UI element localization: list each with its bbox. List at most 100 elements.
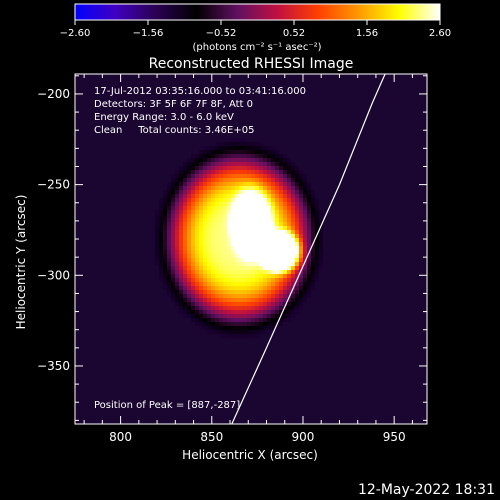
heatmap-cell bbox=[179, 242, 183, 246]
heatmap-cell bbox=[223, 334, 227, 338]
heatmap-cell bbox=[279, 262, 283, 266]
heatmap-cell bbox=[203, 190, 207, 194]
heatmap-cell bbox=[167, 206, 171, 210]
heatmap-cell bbox=[291, 250, 295, 254]
heatmap-cell bbox=[199, 194, 203, 198]
heatmap-cell bbox=[251, 218, 255, 222]
heatmap-cell bbox=[279, 298, 283, 302]
heatmap-cell bbox=[231, 146, 235, 150]
heatmap-cell bbox=[231, 230, 235, 234]
heatmap-cell bbox=[175, 222, 179, 226]
heatmap-cell bbox=[291, 238, 295, 242]
heatmap-cell bbox=[239, 266, 243, 270]
heatmap-cell bbox=[275, 190, 279, 194]
heatmap-cell bbox=[187, 294, 191, 298]
heatmap-cell bbox=[275, 222, 279, 226]
heatmap-cell bbox=[267, 226, 271, 230]
heatmap-cell bbox=[199, 162, 203, 166]
heatmap-cell bbox=[163, 194, 167, 198]
heatmap-cell bbox=[287, 194, 291, 198]
heatmap-cell bbox=[183, 286, 187, 290]
colorbar-tick-label: 2.60 bbox=[429, 28, 451, 39]
heatmap-cell bbox=[295, 170, 299, 174]
heatmap-cell bbox=[295, 238, 299, 242]
heatmap-cell bbox=[191, 290, 195, 294]
heatmap-cell bbox=[251, 154, 255, 158]
heatmap-cell bbox=[243, 154, 247, 158]
heatmap-cell bbox=[279, 218, 283, 222]
heatmap-cell bbox=[215, 282, 219, 286]
heatmap-cell bbox=[263, 322, 267, 326]
heatmap-cell bbox=[235, 234, 239, 238]
heatmap-cell bbox=[227, 226, 231, 230]
heatmap-cell bbox=[175, 290, 179, 294]
heatmap-cell bbox=[259, 234, 263, 238]
heatmap-cell bbox=[271, 266, 275, 270]
heatmap-cell bbox=[267, 146, 271, 150]
heatmap-cell bbox=[191, 310, 195, 314]
heatmap-cell bbox=[271, 294, 275, 298]
heatmap-cell bbox=[307, 186, 311, 190]
heatmap-cell bbox=[203, 198, 207, 202]
heatmap-cell bbox=[203, 182, 207, 186]
heatmap-cell bbox=[283, 290, 287, 294]
heatmap-cell bbox=[223, 154, 227, 158]
heatmap-cell bbox=[159, 218, 163, 222]
heatmap-cell bbox=[311, 238, 315, 242]
heatmap-cell bbox=[259, 250, 263, 254]
heatmap-cell bbox=[243, 282, 247, 286]
heatmap-cell bbox=[231, 278, 235, 282]
heatmap-cell bbox=[195, 322, 199, 326]
heatmap-cell bbox=[195, 258, 199, 262]
heatmap-cell bbox=[295, 210, 299, 214]
heatmap-cell bbox=[167, 266, 171, 270]
heatmap-cell bbox=[311, 206, 315, 210]
heatmap-cell bbox=[227, 334, 231, 338]
heatmap-cell bbox=[207, 330, 211, 334]
heatmap-cell bbox=[191, 318, 195, 322]
heatmap-cell bbox=[195, 174, 199, 178]
heatmap-cell bbox=[235, 210, 239, 214]
heatmap-cell bbox=[171, 178, 175, 182]
heatmap-cell bbox=[195, 162, 199, 166]
heatmap-cell bbox=[227, 142, 231, 146]
heatmap-cell bbox=[239, 174, 243, 178]
heatmap-cell bbox=[219, 206, 223, 210]
heatmap-cell bbox=[179, 206, 183, 210]
heatmap-cell bbox=[243, 146, 247, 150]
heatmap-cell bbox=[279, 158, 283, 162]
heatmap-cell bbox=[179, 294, 183, 298]
heatmap-cell bbox=[267, 186, 271, 190]
heatmap-cell bbox=[299, 294, 303, 298]
heatmap-cell bbox=[275, 154, 279, 158]
heatmap-cell bbox=[179, 310, 183, 314]
heatmap-cell bbox=[243, 186, 247, 190]
heatmap-cell bbox=[167, 198, 171, 202]
heatmap-cell bbox=[299, 194, 303, 198]
heatmap-cell bbox=[235, 286, 239, 290]
heatmap-cell bbox=[279, 230, 283, 234]
heatmap-cell bbox=[271, 222, 275, 226]
heatmap-cell bbox=[207, 294, 211, 298]
heatmap-cell bbox=[279, 266, 283, 270]
heatmap-cell bbox=[207, 226, 211, 230]
heatmap-cell bbox=[195, 198, 199, 202]
heatmap-cell bbox=[223, 326, 227, 330]
heatmap-cell bbox=[263, 286, 267, 290]
heatmap-cell bbox=[251, 174, 255, 178]
heatmap-cell bbox=[155, 238, 159, 242]
heatmap-cell bbox=[219, 190, 223, 194]
heatmap-cell bbox=[291, 170, 295, 174]
heatmap-cell bbox=[215, 246, 219, 250]
heatmap-cell bbox=[199, 286, 203, 290]
heatmap-cell bbox=[159, 250, 163, 254]
heatmap-cell bbox=[303, 262, 307, 266]
heatmap-cell bbox=[279, 282, 283, 286]
heatmap-cell bbox=[199, 218, 203, 222]
heatmap-cell bbox=[207, 206, 211, 210]
heatmap-cell bbox=[275, 242, 279, 246]
heatmap-cell bbox=[239, 274, 243, 278]
heatmap-cell bbox=[235, 250, 239, 254]
heatmap-cell bbox=[239, 234, 243, 238]
heatmap-cell bbox=[163, 258, 167, 262]
